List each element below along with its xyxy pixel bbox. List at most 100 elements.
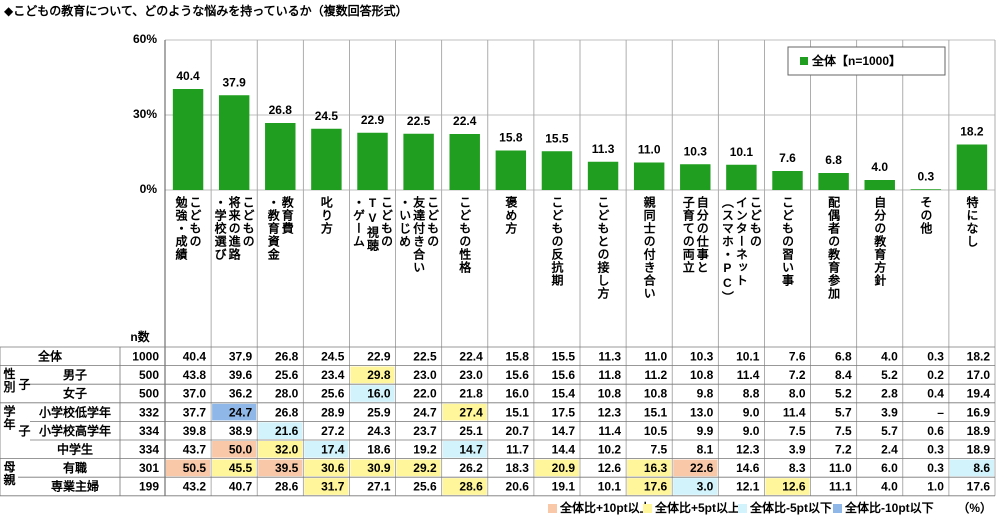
cell-highlight xyxy=(258,422,303,439)
cell: 8.4 xyxy=(835,368,852,382)
cell: 40.4 xyxy=(183,349,207,363)
bar xyxy=(172,89,204,190)
cell: 19.4 xyxy=(967,387,991,401)
cell: 24.7 xyxy=(413,405,437,419)
row-label: 有職 xyxy=(63,460,87,475)
x-tick-label: 勉強・成績 xyxy=(174,195,188,261)
cell: 14.6 xyxy=(736,461,760,475)
row-label: 小学校低学年 xyxy=(39,404,111,419)
cell: 17.6 xyxy=(967,480,991,494)
cell-highlight xyxy=(304,478,349,495)
cell: 0.6 xyxy=(927,424,944,438)
cell: 40.7 xyxy=(229,480,253,494)
cell: 24.3 xyxy=(367,424,391,438)
cell: 10.8 xyxy=(690,368,714,382)
cell: 9.9 xyxy=(697,424,714,438)
cell: 17.6 xyxy=(644,480,668,494)
cell: 22.4 xyxy=(459,349,483,363)
cell-highlight xyxy=(673,459,718,477)
cell: 45.5 xyxy=(229,461,253,475)
cell: 8.8 xyxy=(743,387,760,401)
bar xyxy=(403,133,434,190)
cell: 3.0 xyxy=(697,480,714,494)
data-label: 10.3 xyxy=(684,144,708,158)
cell-highlight xyxy=(442,403,487,421)
row-n: 301 xyxy=(139,461,159,475)
cell: 20.7 xyxy=(506,424,530,438)
cell: 25.6 xyxy=(321,387,345,401)
key-swatch xyxy=(643,504,652,513)
row-n: 334 xyxy=(139,424,159,438)
cell: 3.9 xyxy=(789,442,806,456)
cell: 3.9 xyxy=(881,405,898,419)
cell: 39.5 xyxy=(275,461,299,475)
bar xyxy=(633,162,665,190)
cell: 12.6 xyxy=(598,461,622,475)
group-sub: 子 xyxy=(17,378,31,391)
row-n: 500 xyxy=(139,368,159,382)
cell: 25.6 xyxy=(275,368,299,382)
cell: 14.7 xyxy=(459,442,483,456)
cell: 0.3 xyxy=(927,442,944,456)
cell: 4.0 xyxy=(881,480,898,494)
key-label: 全体比+5pt以上 xyxy=(654,500,740,515)
cell: 5.7 xyxy=(835,405,852,419)
cell: 8.1 xyxy=(697,442,714,456)
cell: 15.8 xyxy=(506,349,530,363)
row-label: 中学生 xyxy=(57,441,93,456)
x-tick-label: その他 xyxy=(919,196,933,235)
cell: 43.2 xyxy=(183,480,207,494)
x-tick-label: こどもの反抗期 xyxy=(550,196,564,287)
data-label: 22.9 xyxy=(361,113,385,127)
x-tick-label: TV視聴 xyxy=(366,196,380,252)
cell: 30.9 xyxy=(367,461,391,475)
row-n: 500 xyxy=(139,387,159,401)
cell: 6.0 xyxy=(881,461,898,475)
row-label: 女子 xyxy=(63,386,87,401)
bar xyxy=(449,134,480,190)
group-label: 母親 xyxy=(2,460,16,486)
cell-highlight xyxy=(212,459,257,477)
data-label: 10.1 xyxy=(730,145,754,159)
x-tick-label: （スマホ・PC） xyxy=(720,196,734,304)
cell-highlight xyxy=(627,478,672,495)
cell: 7.2 xyxy=(789,368,806,382)
cell: 16.3 xyxy=(644,461,668,475)
x-tick-label: 自分の仕事と xyxy=(695,195,709,274)
x-tick-label: ・いじめ xyxy=(398,196,412,248)
cell-highlight xyxy=(304,441,349,458)
cell: 11.4 xyxy=(783,405,806,419)
unit-label: （%） xyxy=(957,500,992,515)
bar xyxy=(864,180,895,190)
cell-highlight xyxy=(765,478,810,495)
bar xyxy=(218,95,250,190)
cell: 7.5 xyxy=(651,442,668,456)
x-tick-label: 親同士の付き合い xyxy=(642,195,656,300)
cell: 16.0 xyxy=(506,387,530,401)
bar xyxy=(495,150,527,190)
cell: 7.5 xyxy=(789,424,806,438)
cell: 24.5 xyxy=(321,349,345,363)
cell: 6.8 xyxy=(835,349,852,363)
x-tick-label: ・教育資金 xyxy=(266,196,280,261)
cell: 2.8 xyxy=(881,387,898,401)
cell: 26.8 xyxy=(275,349,299,363)
key-label: 全体比-10pt以下 xyxy=(844,500,934,515)
cell: 50.5 xyxy=(183,461,207,475)
cell-highlight xyxy=(396,459,441,477)
cell: 26.8 xyxy=(275,405,299,419)
cell-highlight xyxy=(350,385,395,402)
cell: 9.0 xyxy=(743,405,760,419)
bar xyxy=(910,189,942,190)
cell: 10.5 xyxy=(644,424,668,438)
key-label: 全体比+10pt以上 xyxy=(559,500,652,515)
cell: 13.0 xyxy=(690,405,714,419)
cell-highlight xyxy=(949,459,994,477)
cell: 5.2 xyxy=(881,368,898,382)
row-n: 334 xyxy=(139,442,159,456)
cell-highlight xyxy=(258,441,303,458)
cell: 7.5 xyxy=(835,424,852,438)
cell: 14.4 xyxy=(552,442,576,456)
cell: 8.3 xyxy=(789,461,806,475)
x-tick-label: 友達付き合い xyxy=(412,195,426,274)
